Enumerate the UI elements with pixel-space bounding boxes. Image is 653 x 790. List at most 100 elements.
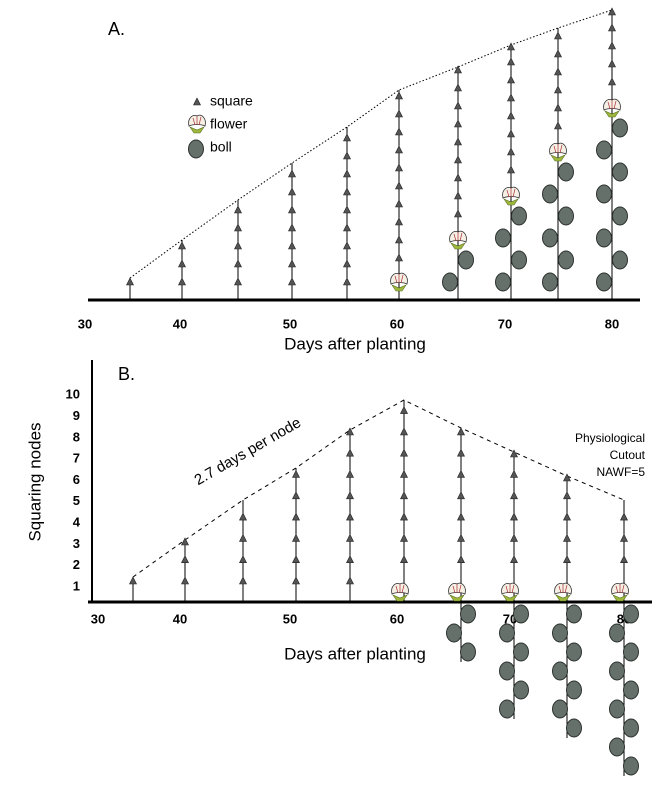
square-bud xyxy=(400,448,408,457)
boll xyxy=(513,604,529,624)
square-bud xyxy=(507,57,515,66)
boll xyxy=(623,718,639,738)
petal-lines xyxy=(506,188,516,198)
petal-lines xyxy=(615,584,625,594)
square-bud xyxy=(563,473,571,482)
square-bud xyxy=(507,147,515,156)
square-bud xyxy=(288,259,296,268)
square-bud xyxy=(234,205,242,214)
y-axis-label: Squaring nodes xyxy=(25,422,44,541)
square-bud xyxy=(343,277,351,286)
square-bud xyxy=(178,241,186,250)
flower xyxy=(611,582,629,602)
legend-label: flower xyxy=(210,116,248,132)
boll xyxy=(609,737,625,757)
flower xyxy=(501,582,519,602)
boll xyxy=(188,139,204,159)
square-bud xyxy=(457,533,465,542)
square-bud xyxy=(507,42,515,51)
panel-label: B. xyxy=(118,364,135,384)
boll xyxy=(499,661,515,681)
flower xyxy=(554,582,572,602)
boll xyxy=(460,604,476,624)
square-bud xyxy=(454,155,462,164)
x-tick-label: 30 xyxy=(78,316,92,331)
x-tick-label: 60 xyxy=(390,611,404,626)
square-bud xyxy=(554,103,562,112)
boll xyxy=(511,206,527,226)
square-bud xyxy=(395,163,403,172)
boll xyxy=(623,604,639,624)
annotation: 2.7 days per node xyxy=(191,414,304,489)
square-bud xyxy=(346,427,354,436)
boll xyxy=(558,250,574,270)
square-bud xyxy=(400,405,408,414)
boll xyxy=(609,699,625,719)
bract xyxy=(604,110,620,118)
boll xyxy=(458,250,474,270)
flower xyxy=(390,272,408,292)
square-bud xyxy=(510,469,518,478)
bract xyxy=(612,594,628,602)
square-bud xyxy=(457,555,465,564)
boll xyxy=(566,642,582,662)
boll xyxy=(623,756,639,776)
square-bud xyxy=(563,555,571,564)
square-bud xyxy=(563,533,571,542)
square-bud xyxy=(395,109,403,118)
boll xyxy=(460,642,476,662)
petal-lines xyxy=(192,116,202,126)
boll xyxy=(495,272,511,292)
square-bud xyxy=(400,491,408,500)
x-tick-label: 50 xyxy=(283,611,297,626)
y-tick-label: 10 xyxy=(66,387,80,402)
boll xyxy=(513,642,529,662)
square-bud xyxy=(292,576,300,585)
bract xyxy=(550,154,566,162)
square-bud xyxy=(454,137,462,146)
boll xyxy=(596,228,612,248)
square-bud xyxy=(400,533,408,542)
square-bud xyxy=(563,491,571,500)
boll xyxy=(558,206,574,226)
boll xyxy=(612,206,628,226)
square-bud xyxy=(510,533,518,542)
boll xyxy=(612,250,628,270)
boll xyxy=(552,623,568,643)
square-bud xyxy=(608,77,616,86)
square-bud xyxy=(454,209,462,218)
petal-lines xyxy=(395,584,405,594)
square-bud xyxy=(239,555,247,564)
petal-lines xyxy=(607,100,617,110)
square-bud xyxy=(554,85,562,94)
square-bud xyxy=(346,512,354,521)
y-tick-label: 7 xyxy=(73,451,80,466)
x-axis-label: Days after planting xyxy=(284,334,426,353)
square-bud xyxy=(181,537,189,546)
square-bud xyxy=(292,555,300,564)
square-bud xyxy=(395,235,403,244)
boll xyxy=(446,623,462,643)
square-bud xyxy=(454,83,462,92)
square-bud xyxy=(343,205,351,214)
square-bud xyxy=(343,133,351,142)
boll xyxy=(552,661,568,681)
flower xyxy=(603,98,621,118)
square-bud xyxy=(608,7,616,16)
square-bud xyxy=(129,576,137,585)
square-bud xyxy=(292,533,300,542)
annotation: Cutout xyxy=(610,448,646,462)
square-bud xyxy=(400,512,408,521)
square-bud xyxy=(181,576,189,585)
square-bud xyxy=(620,512,628,521)
boll xyxy=(596,272,612,292)
flower xyxy=(188,114,206,134)
square-bud xyxy=(510,491,518,500)
bract xyxy=(449,594,465,602)
boll xyxy=(612,162,628,182)
square-bud xyxy=(288,241,296,250)
square-bud xyxy=(346,469,354,478)
petal-lines xyxy=(505,584,515,594)
boll xyxy=(542,272,558,292)
bract xyxy=(189,126,205,134)
